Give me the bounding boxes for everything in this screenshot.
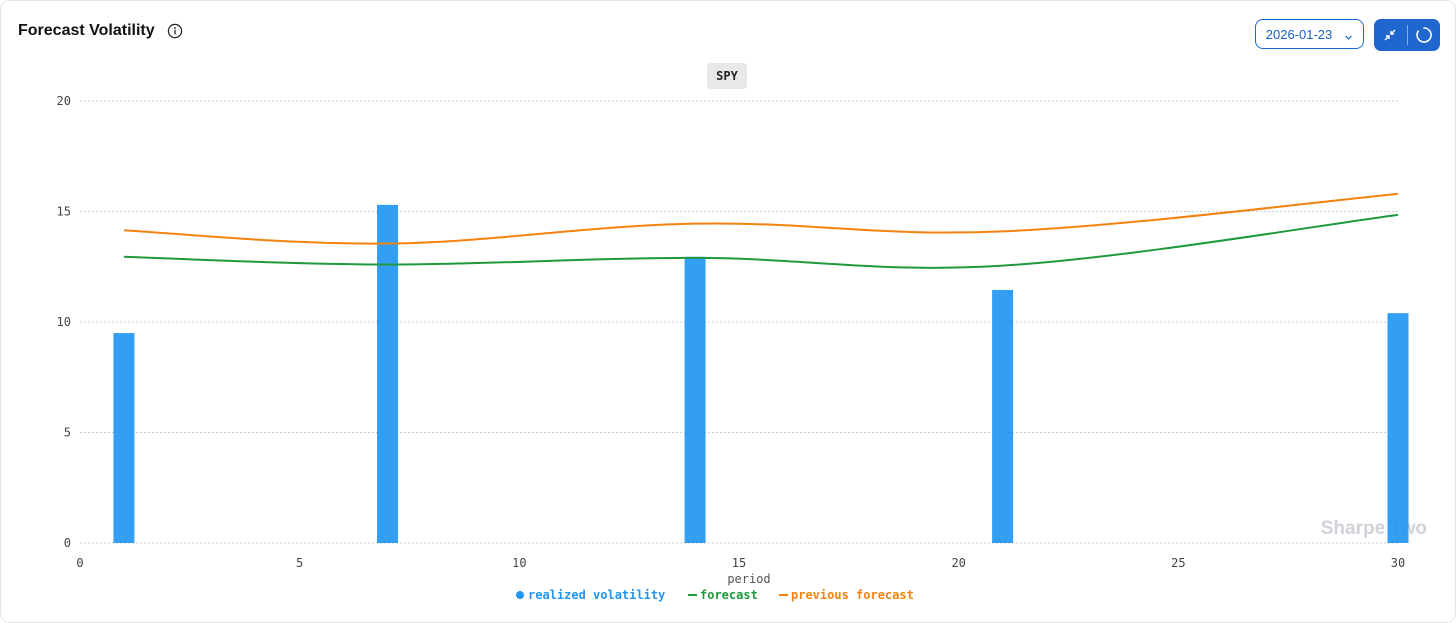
bar-realized-volatility — [1387, 313, 1409, 543]
y-tick-label: 0 — [64, 536, 71, 550]
chart-title: SPY — [716, 69, 738, 83]
line-previous-forecast — [123, 192, 1399, 245]
x-tick-label: 10 — [512, 556, 526, 570]
y-tick-label: 15 — [57, 205, 71, 219]
x-tick-label: 20 — [951, 556, 965, 570]
x-axis-label: period — [727, 572, 770, 586]
bar-realized-volatility — [684, 256, 706, 543]
chart-title-badge — [707, 63, 747, 89]
info-icon[interactable] — [167, 23, 183, 39]
collapse-icon — [1384, 29, 1396, 41]
legend-marker — [516, 591, 524, 599]
legend-label: realized volatility — [528, 588, 665, 602]
x-tick-label: 30 — [1391, 556, 1405, 570]
bar-realized-volatility — [992, 289, 1014, 543]
chevron-down-icon — [1344, 30, 1353, 40]
x-tick-label: 25 — [1171, 556, 1185, 570]
loading-spinner-icon — [1416, 27, 1432, 43]
legend-label: previous forecast — [791, 588, 914, 602]
y-tick-label: 5 — [64, 426, 71, 440]
date-select[interactable]: 2026-01-23 — [1255, 19, 1364, 49]
line-forecast — [123, 213, 1399, 269]
watermark: Sharpe Two — [1321, 518, 1427, 539]
bar-realized-volatility — [113, 333, 135, 543]
y-tick-label: 10 — [57, 315, 71, 329]
y-tick-label: 20 — [57, 94, 71, 108]
x-tick-label: 5 — [296, 556, 303, 570]
chart-actions — [1374, 19, 1440, 51]
legend-label: forecast — [700, 588, 758, 602]
button-divider — [1406, 25, 1408, 45]
x-tick-label: 15 — [732, 556, 746, 570]
page-title: Forecast Volatility — [18, 22, 155, 39]
x-tick-label: 0 — [76, 556, 83, 570]
date-select-value: 2026-01-23 — [1265, 26, 1333, 42]
refresh-button[interactable] — [1407, 19, 1440, 51]
title-row: Forecast Volatility — [18, 22, 183, 40]
bar-realized-volatility — [377, 204, 399, 543]
collapse-button[interactable] — [1374, 19, 1407, 51]
